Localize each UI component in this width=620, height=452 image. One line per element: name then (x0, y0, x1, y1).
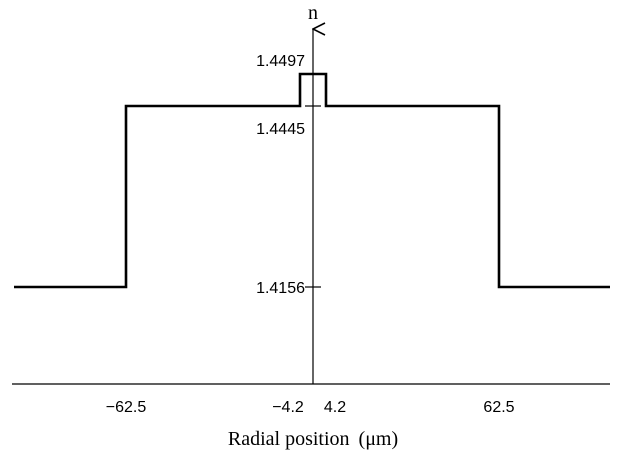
y-axis-label: n (308, 2, 318, 24)
y-tick-label: 1.4156 (256, 280, 305, 297)
x-ticks: −62.5 −4.2 4.2 62.5 (106, 399, 515, 416)
x-axis-label: Radial position (228, 428, 350, 450)
y-tick-label: 1.4497 (256, 53, 305, 70)
x-axis-title: Radial position (μm) (228, 428, 398, 450)
x-tick-label: −62.5 (106, 399, 147, 416)
x-axis-unit: (μm) (359, 428, 399, 450)
x-tick-label: −4.2 (272, 399, 304, 416)
x-tick-label: 4.2 (324, 399, 346, 416)
y-ticks: 1.4497 1.4445 1.4156 (256, 53, 321, 297)
y-tick-label: 1.4445 (256, 121, 305, 138)
x-tick-label: 62.5 (483, 399, 514, 416)
